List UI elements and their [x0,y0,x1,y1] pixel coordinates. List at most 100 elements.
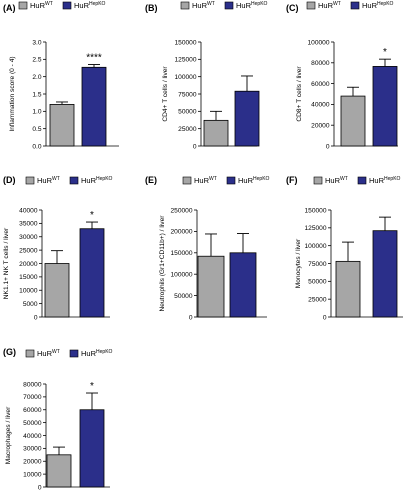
panel-letter: (F) [286,175,298,185]
y-tick-label: 125000 [174,57,196,64]
y-tick-label: 20000 [311,123,330,130]
bar-ko [81,66,107,147]
y-tick-label: 100000 [307,39,329,46]
y-tick-label: 100000 [174,74,196,81]
y-tick-label: 3.0 [32,39,41,46]
y-tick-label: 5000 [23,301,38,308]
legend-label-wt: HuRWT [30,1,53,10]
y-tick-label: 80000 [311,60,330,67]
panel-letter: (A) [3,3,16,13]
y-tick-label: 50000 [23,420,42,427]
legend-label-wt: HuRWT [37,349,60,358]
legend-swatch-ko [226,176,236,185]
y-tick-label: 30000 [23,446,42,453]
panel-letter: (C) [286,3,299,13]
chart-panel-b: (B) HuRWT HuRHepKO 0 25000 50000 75000 100000 12… [145,1,268,150]
legend-swatch-wt [306,1,316,10]
significance-marker: * [383,47,387,58]
legend-label-ko: HuRHepKO [236,1,268,10]
legend-swatch-wt [18,1,28,10]
legend-swatch-ko [350,1,360,10]
y-tick-label: 75000 [178,91,197,98]
y-tick-label: 0 [193,143,197,150]
y-tick-label: 100000 [170,272,192,279]
legend-label-wt: HuRWT [37,176,60,185]
y-tick-label: 25000 [308,296,327,303]
legend-label-ko: HuRHepKO [238,176,270,185]
legend-label-ko: HuRHepKO [74,1,106,10]
y-tick-label: 0 [38,484,42,491]
legend-swatch-wt [25,349,35,358]
bar-ko [79,228,105,318]
chart-panel-d: (D) HuRWT HuRHepKO 0 5000 10000 15000 20000 2500… [3,175,113,321]
y-tick-label: 2.0 [32,74,41,81]
y-tick-label: 50000 [174,293,193,300]
legend-swatch-ko [224,1,234,10]
y-tick-label: 75000 [308,261,327,268]
y-tick-label: 100000 [304,243,326,250]
y-axis-label: NK1.1+ NK T cells / liver [3,227,10,299]
y-axis-label: CD4+ T cells / liver [162,66,169,122]
y-tick-label: 150000 [174,39,196,46]
y-tick-label: 40000 [311,102,330,109]
y-tick-label: 50000 [308,279,327,286]
y-tick-label: 150000 [170,250,192,257]
y-tick-label: 30000 [19,234,38,241]
y-tick-label: 10000 [23,471,42,478]
y-tick-label: 10000 [19,288,38,295]
legend-label-wt: HuRWT [194,176,217,185]
legend-label-wt: HuRWT [325,176,348,185]
bar-wt [335,260,361,318]
bar-ko [229,252,257,318]
legend-label-ko: HuRHepKO [369,176,401,185]
y-tick-label: 35000 [19,221,38,228]
legend-swatch-wt [25,176,35,185]
bar-ko [79,409,105,488]
y-tick-label: 60000 [23,407,42,414]
y-axis-label: Inflammation score (0 - 4) [9,56,16,131]
y-tick-label: 40000 [19,207,38,214]
legend-swatch-ko [62,1,72,10]
significance-marker: **** [86,53,102,64]
y-tick-label: 0.0 [32,143,41,150]
legend-swatch-ko [69,176,79,185]
legend-label-ko: HuRHepKO [362,1,394,10]
y-tick-label: 1.0 [32,109,41,116]
legend-swatch-ko [69,349,79,358]
y-tick-label: 125000 [304,225,326,232]
y-axis-label: CD8+ T cells / liver [296,66,303,122]
panel-letter: (B) [145,3,158,13]
y-tick-label: 80000 [23,381,42,388]
chart-panel-g: (G) HuRWT HuRHepKO 0 10000 20000 30000 40000 500… [3,347,113,491]
bar-wt [49,104,75,147]
bar-wt [46,454,72,488]
legend-label-wt: HuRWT [318,1,341,10]
significance-marker: * [90,381,94,392]
bar-wt [203,119,229,147]
legend-label-ko: HuRHepKO [81,349,113,358]
chart-panel-a: (A) HuRWT HuRHepKO 0.0 0.5 1.0 1.5 2.0 2.5 3.0 Inf… [3,1,119,150]
y-tick-label: 200000 [170,229,192,236]
significance-marker: * [90,210,94,221]
y-tick-label: 150000 [304,207,326,214]
y-tick-label: 0 [326,143,330,150]
chart-panel-e: (E) HuRWT HuRHepKO 0 50000 100000 150000 200000… [145,175,270,321]
panel-letter: (G) [3,347,16,357]
y-tick-label: 250000 [170,207,192,214]
y-tick-label: 1.5 [32,91,41,98]
y-tick-label: 25000 [178,126,197,133]
y-tick-label: 2.5 [32,57,41,64]
y-axis-label: Neutrophils (Gr1+CD11b+) / liver [159,215,166,312]
y-tick-label: 0.5 [32,126,41,133]
y-tick-label: 40000 [23,433,42,440]
legend-label-ko: HuRHepKO [81,176,113,185]
legend-swatch-ko [357,176,367,185]
chart-panel-f: (F) HuRWT HuRHepKO 0 25000 50000 75000 100000 12… [286,175,403,321]
y-tick-label: 20000 [23,459,42,466]
panel-letter: (E) [145,175,157,185]
legend-swatch-wt [180,1,190,10]
panel-letter: (D) [3,175,16,185]
legend-swatch-wt [182,176,192,185]
y-tick-label: 70000 [23,394,42,401]
